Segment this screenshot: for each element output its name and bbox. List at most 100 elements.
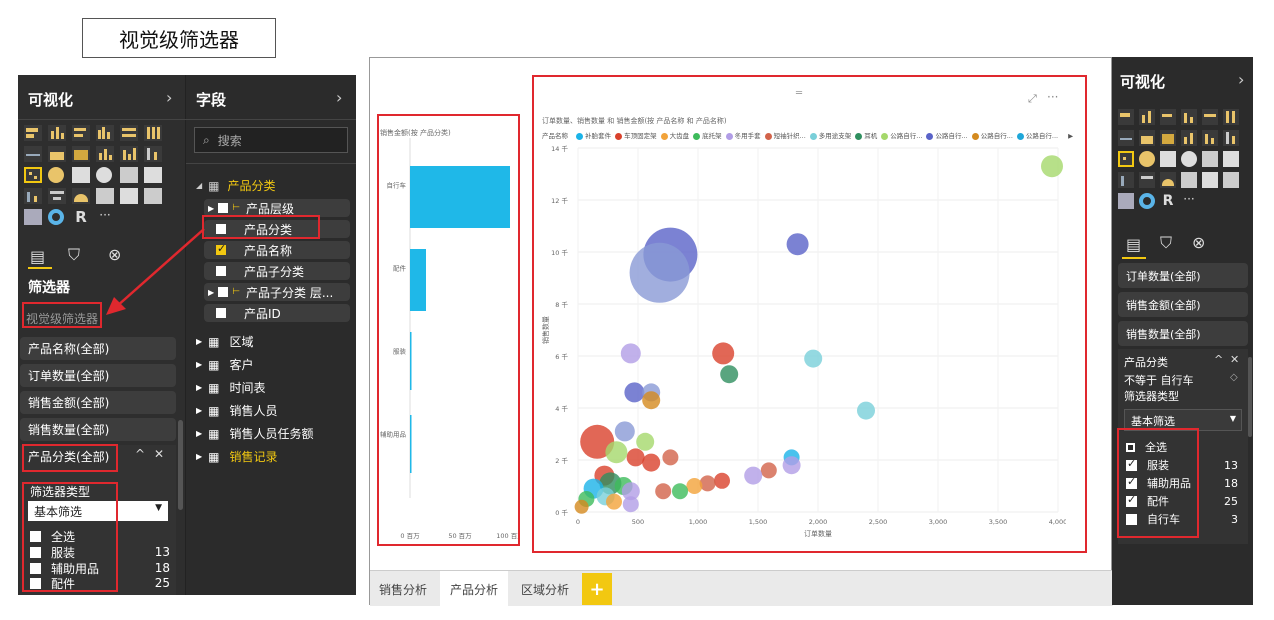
field-product-name[interactable]: 产品名称: [204, 241, 350, 259]
accessories-checkbox[interactable]: [1126, 475, 1137, 489]
filter-type-select[interactable]: 基本筛选 ▼: [28, 501, 168, 521]
field-product-id[interactable]: 产品ID: [204, 304, 350, 322]
filter-sales-qty[interactable]: 销售数量(全部): [20, 418, 176, 441]
funnel-icon[interactable]: [48, 188, 66, 204]
globe-icon[interactable]: [1181, 151, 1197, 167]
clustered-column-icon[interactable]: [96, 125, 114, 141]
legend-next-icon[interactable]: ▶: [1068, 132, 1074, 140]
collapse-icon[interactable]: ^: [135, 447, 146, 461]
line-column-icon[interactable]: [1181, 130, 1197, 146]
chevron-right-icon[interactable]: ›: [1238, 70, 1245, 89]
100-column-icon[interactable]: [144, 125, 162, 141]
chevron-right-icon[interactable]: ›: [336, 88, 343, 107]
filter-order-qty[interactable]: 订单数量(全部): [1118, 263, 1248, 288]
search-box[interactable]: ⌕ 搜索: [194, 127, 348, 153]
filter-sales-amount[interactable]: 销售金额(全部): [1118, 292, 1248, 317]
matrix-icon[interactable]: [1202, 151, 1218, 167]
components-checkbox[interactable]: [30, 577, 41, 589]
area-chart-icon[interactable]: [48, 146, 66, 162]
waterfall-icon[interactable]: [24, 188, 42, 204]
filter-category[interactable]: 产品分类(全部): [28, 450, 110, 464]
legend-item[interactable]: 耳机: [855, 132, 877, 140]
ribbon-chart-icon[interactable]: [1223, 130, 1239, 146]
table-salesperson[interactable]: ▶ ▦ 销售人员: [196, 403, 278, 419]
table-region[interactable]: ▶ ▦ 区域: [196, 334, 254, 350]
card-icon[interactable]: [1181, 172, 1197, 188]
line-clustered-icon[interactable]: [120, 146, 138, 162]
drag-handle-icon[interactable]: ═: [796, 88, 803, 99]
select-all-checkbox[interactable]: [30, 530, 41, 542]
100-bar-icon[interactable]: [1202, 109, 1218, 125]
filter-sales-amount[interactable]: 销售金额(全部): [20, 391, 176, 414]
field-product-category[interactable]: 产品分类: [204, 220, 350, 238]
clustered-bar-icon[interactable]: [72, 125, 90, 141]
clustered-column-icon[interactable]: [1181, 109, 1197, 125]
filter-type-select[interactable]: 基本筛选 ▼: [1124, 409, 1242, 431]
stacked-bar-icon[interactable]: [1118, 109, 1134, 125]
globe-icon[interactable]: [96, 167, 112, 183]
pie-chart-icon[interactable]: [48, 167, 64, 183]
line-chart-icon[interactable]: [1118, 130, 1134, 146]
field-product-subcategory-hierarchy[interactable]: ▶ ⊢ 产品子分类 层...: [204, 283, 350, 301]
scrollbar[interactable]: [178, 420, 183, 510]
chevron-right-icon[interactable]: ›: [166, 88, 173, 107]
scatter-chart-icon[interactable]: [24, 167, 42, 183]
table-salesperson-quota[interactable]: ▶ ▦ 销售人员任务额: [196, 426, 314, 442]
column-chart-icon[interactable]: [48, 125, 66, 141]
accessories-checkbox[interactable]: [30, 562, 41, 574]
stacked-area-icon[interactable]: [72, 146, 90, 162]
fields-tab-icon[interactable]: ▤: [1126, 235, 1142, 254]
stacked-bar-icon[interactable]: [24, 125, 42, 141]
analytics-icon[interactable]: ⊗: [108, 245, 122, 264]
legend-item[interactable]: 公路自行...: [926, 132, 968, 140]
kpi-icon[interactable]: [1223, 172, 1239, 188]
scatter-chart-icon[interactable]: [1118, 151, 1134, 167]
filter-product-name[interactable]: 产品名称(全部): [20, 337, 176, 360]
legend-item[interactable]: 多用途支架: [809, 132, 851, 140]
legend-item[interactable]: 短袖针织...: [764, 132, 806, 140]
multirow-card-icon[interactable]: [1202, 172, 1218, 188]
legend-item[interactable]: 车顶固定架: [615, 132, 657, 140]
table-date[interactable]: ▶ ▦ 时间表: [196, 380, 266, 396]
card-icon[interactable]: [96, 188, 114, 204]
clustered-bar-icon[interactable]: [1160, 109, 1176, 125]
line-clustered-icon[interactable]: [1202, 130, 1218, 146]
close-icon[interactable]: ✕: [154, 447, 165, 461]
pie-chart-icon[interactable]: [1139, 151, 1155, 167]
legend-item[interactable]: 大齿盘: [660, 132, 689, 140]
focus-mode-icon[interactable]: ⤢: [1028, 92, 1037, 105]
paint-roller-icon[interactable]: ⛉: [1160, 233, 1173, 252]
field-table-product-category[interactable]: ◢ ▦ 产品分类: [196, 177, 276, 194]
filter-sales-qty[interactable]: 销售数量(全部): [1118, 321, 1248, 346]
area-chart-icon[interactable]: [1139, 130, 1155, 146]
legend-item[interactable]: 公路自行...: [971, 132, 1013, 140]
donut-icon[interactable]: [48, 209, 64, 225]
bikes-checkbox[interactable]: [1126, 513, 1137, 525]
field-product-subcategory[interactable]: 产品子分类: [204, 262, 350, 280]
select-all-checkbox[interactable]: [1126, 442, 1135, 452]
paint-roller-icon[interactable]: ⛉: [68, 245, 81, 264]
table-customer[interactable]: ▶ ▦ 客户: [196, 357, 254, 373]
r-visual-icon[interactable]: R: [75, 208, 87, 226]
table-icon[interactable]: [72, 167, 90, 183]
legend-item[interactable]: 补胎套件: [576, 132, 611, 140]
kpi-icon[interactable]: [144, 188, 162, 204]
gauge-icon[interactable]: [72, 188, 90, 204]
scrollbar[interactable]: [1248, 357, 1252, 437]
add-page-button[interactable]: +: [582, 573, 612, 605]
fields-tab-icon[interactable]: ▤: [30, 247, 46, 266]
line-chart-icon[interactable]: [24, 146, 42, 162]
field-product-hierarchy[interactable]: ▶ ⊢ 产品层级: [204, 199, 350, 217]
r-visual-icon[interactable]: R: [1162, 193, 1174, 209]
clothing-checkbox[interactable]: [30, 546, 41, 558]
clothing-checkbox[interactable]: [1126, 457, 1137, 471]
tab-sales-analysis[interactable]: 销售分析: [378, 582, 427, 597]
treemap-icon[interactable]: [144, 167, 162, 183]
close-icon[interactable]: ✕: [1230, 353, 1240, 366]
column-chart-icon[interactable]: [1139, 109, 1155, 125]
tab-region-analysis[interactable]: 区域分析: [520, 582, 569, 597]
legend-item[interactable]: 冬用手套: [725, 132, 761, 140]
100-bar-icon[interactable]: [120, 125, 138, 141]
legend-item[interactable]: 底托架: [693, 132, 722, 140]
